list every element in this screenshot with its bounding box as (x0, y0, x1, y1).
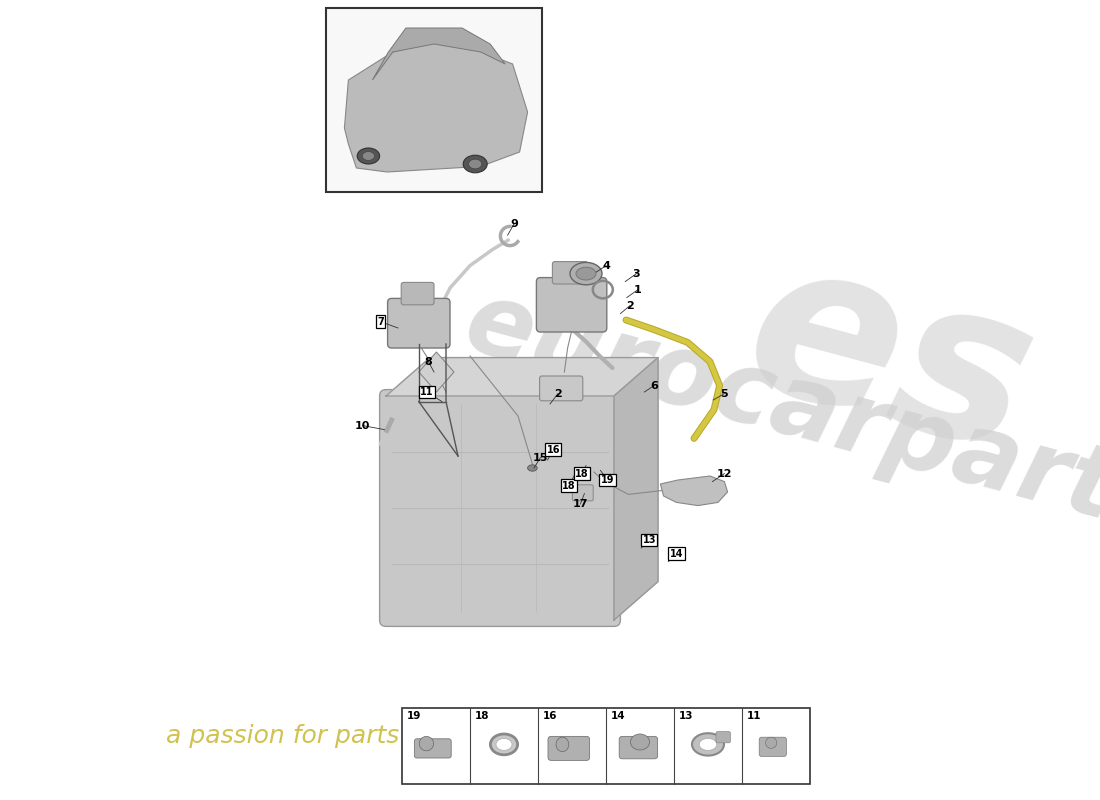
Text: 19: 19 (407, 711, 421, 722)
Ellipse shape (700, 738, 717, 750)
Text: 13: 13 (679, 711, 693, 722)
Ellipse shape (496, 738, 512, 750)
Polygon shape (660, 476, 727, 506)
Text: 17: 17 (573, 499, 588, 509)
FancyBboxPatch shape (716, 731, 730, 742)
Polygon shape (419, 352, 454, 392)
Polygon shape (344, 40, 528, 172)
Ellipse shape (463, 155, 487, 173)
Ellipse shape (469, 159, 482, 169)
FancyBboxPatch shape (379, 390, 620, 626)
Polygon shape (614, 358, 658, 620)
Text: 14: 14 (670, 549, 683, 558)
Text: eurocarparts: eurocarparts (454, 274, 1100, 558)
Ellipse shape (528, 465, 537, 471)
Text: 18: 18 (562, 481, 576, 490)
Text: 5: 5 (720, 389, 728, 398)
Text: 14: 14 (610, 711, 626, 722)
FancyBboxPatch shape (415, 739, 451, 758)
Ellipse shape (556, 738, 569, 752)
Ellipse shape (576, 267, 596, 280)
Text: a passion for parts since 1985: a passion for parts since 1985 (166, 724, 543, 748)
Bar (326, 8, 542, 192)
Text: 4: 4 (602, 261, 609, 270)
FancyBboxPatch shape (572, 485, 593, 501)
FancyBboxPatch shape (402, 282, 434, 305)
Text: 11: 11 (747, 711, 761, 722)
Ellipse shape (362, 152, 375, 160)
Text: 3: 3 (632, 269, 640, 278)
Text: 6: 6 (650, 381, 658, 390)
Text: 11: 11 (420, 387, 433, 397)
Ellipse shape (358, 148, 379, 164)
Text: es: es (726, 220, 1055, 500)
Ellipse shape (692, 733, 724, 755)
Polygon shape (386, 358, 658, 396)
Text: 12: 12 (717, 469, 733, 478)
Text: 2: 2 (554, 389, 562, 398)
FancyBboxPatch shape (540, 376, 583, 401)
Text: 7: 7 (377, 317, 384, 326)
FancyBboxPatch shape (619, 736, 658, 758)
Bar (402, 708, 810, 784)
Text: 2: 2 (626, 301, 634, 310)
Text: 8: 8 (425, 357, 432, 366)
FancyBboxPatch shape (548, 736, 590, 760)
Text: 10: 10 (355, 421, 371, 430)
Polygon shape (373, 28, 505, 80)
Text: 16: 16 (547, 445, 560, 454)
FancyBboxPatch shape (552, 262, 587, 284)
Text: 18: 18 (475, 711, 490, 722)
FancyBboxPatch shape (537, 278, 607, 332)
Ellipse shape (766, 738, 777, 749)
FancyBboxPatch shape (387, 298, 450, 348)
Text: 9: 9 (510, 219, 518, 229)
Text: 13: 13 (642, 535, 656, 545)
Ellipse shape (419, 736, 433, 750)
Text: 16: 16 (542, 711, 558, 722)
Ellipse shape (570, 262, 602, 285)
Text: 18: 18 (575, 469, 589, 478)
Ellipse shape (630, 734, 650, 750)
Text: 15: 15 (532, 453, 548, 462)
Ellipse shape (491, 734, 518, 755)
Text: 19: 19 (601, 475, 614, 485)
Text: 1: 1 (634, 285, 642, 294)
FancyBboxPatch shape (759, 738, 786, 757)
